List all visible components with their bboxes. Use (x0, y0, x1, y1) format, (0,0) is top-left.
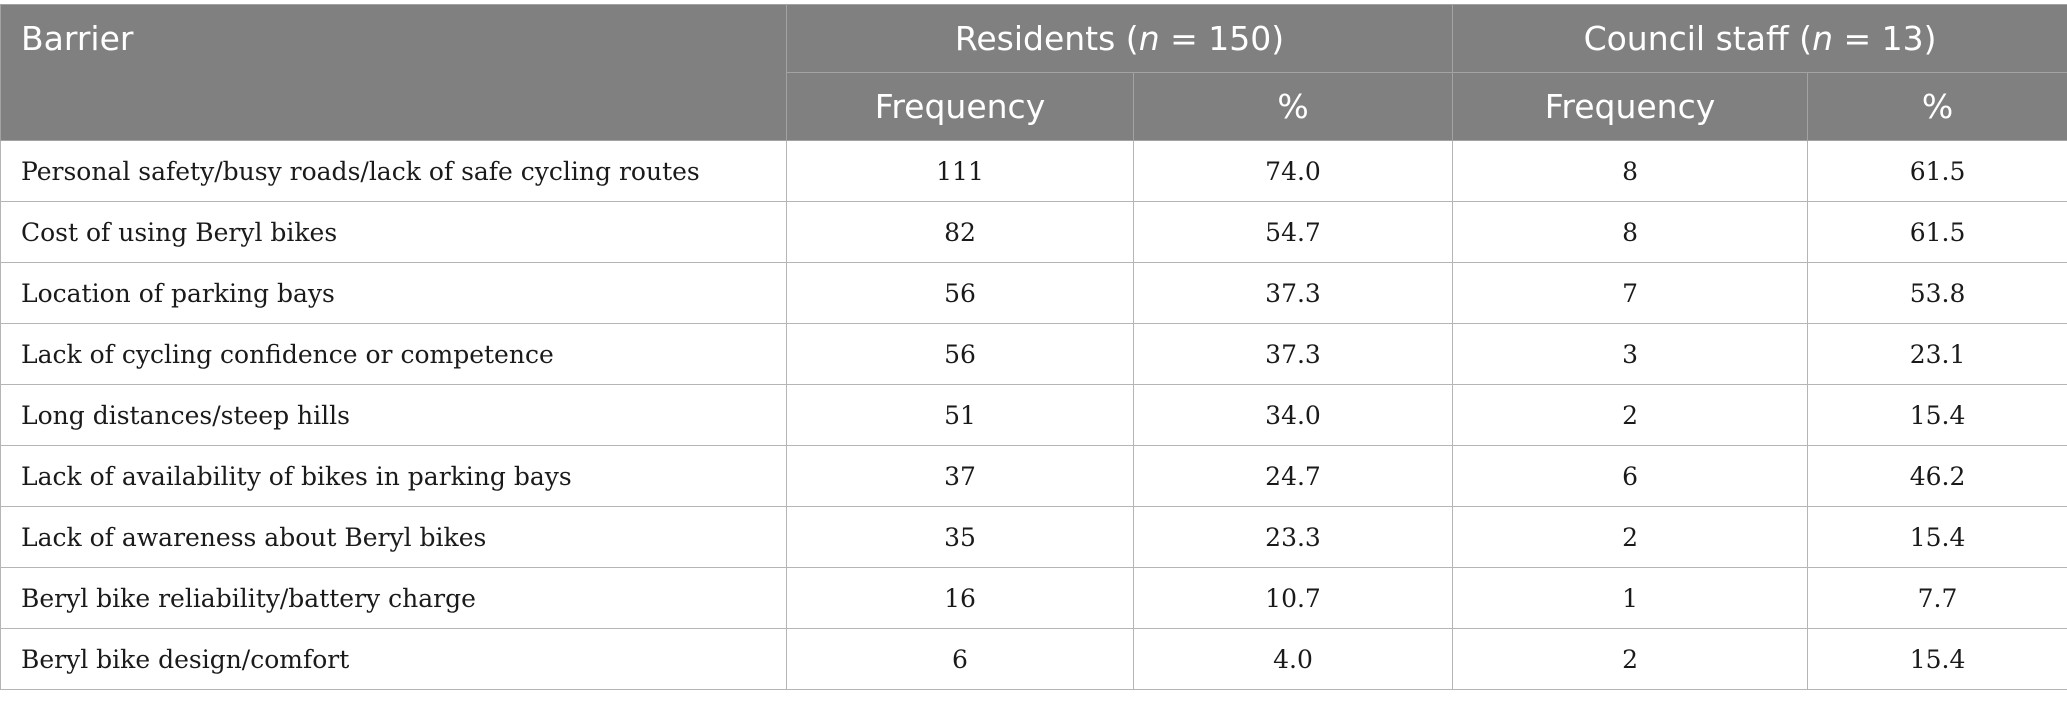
table-row: Lack of availability of bikes in parking… (0, 445, 2067, 507)
council-frequency-cell: 3 (1452, 323, 1809, 385)
table-row: Lack of cycling confidence or competence… (0, 323, 2067, 385)
table-row: Cost of using Beryl bikes 82 54.7 8 61.5 (0, 201, 2067, 263)
residents-percent-cell: 23.3 (1132, 506, 1454, 568)
barrier-cell: Long distances/steep hills (0, 384, 787, 446)
council-percent-cell: 15.4 (1807, 384, 2067, 446)
residents-percent-header: % (1132, 72, 1454, 141)
residents-frequency-header: Frequency (786, 72, 1134, 141)
council-frequency-cell: 2 (1452, 628, 1809, 690)
council-header-suffix: = 13) (1832, 19, 1937, 58)
council-percent-header: % (1807, 72, 2067, 141)
council-frequency-cell: 1 (1452, 567, 1809, 629)
residents-frequency-cell: 82 (786, 201, 1134, 263)
barrier-cell: Lack of awareness about Beryl bikes (0, 506, 787, 568)
table-body: Personal safety/busy roads/lack of safe … (0, 140, 2067, 690)
header-row-subcolumns: Frequency % Frequency % (1, 72, 2067, 141)
table-header: Barrier Residents (n = 150) Council staf… (0, 4, 2067, 141)
residents-frequency-cell: 6 (786, 628, 1134, 690)
residents-percent-cell: 54.7 (1132, 201, 1454, 263)
residents-header-prefix: Residents ( (954, 19, 1139, 58)
council-frequency-cell: 2 (1452, 384, 1809, 446)
council-percent-cell: 23.1 (1807, 323, 2067, 385)
table-row: Beryl bike design/comfort 6 4.0 2 15.4 (0, 628, 2067, 690)
residents-header-n: n (1138, 19, 1160, 58)
header-row-groups: Barrier Residents (n = 150) Council staf… (0, 4, 2067, 141)
residents-percent-cell: 37.3 (1132, 323, 1454, 385)
council-header-n: n (1812, 19, 1833, 58)
council-percent-cell: 61.5 (1807, 140, 2067, 202)
council-frequency-cell: 2 (1452, 506, 1809, 568)
residents-percent-cell: 4.0 (1132, 628, 1454, 690)
residents-frequency-cell: 35 (786, 506, 1134, 568)
barrier-cell: Lack of cycling confidence or competence (0, 323, 787, 385)
table-row: Long distances/steep hills 51 34.0 2 15.4 (0, 384, 2067, 446)
table-row: Beryl bike reliability/battery charge 16 1… (0, 567, 2067, 629)
residents-frequency-cell: 111 (786, 140, 1134, 202)
council-frequency-cell: 8 (1452, 201, 1809, 263)
council-header-prefix: Council staff ( (1583, 19, 1813, 58)
council-frequency-cell: 7 (1452, 262, 1809, 324)
council-percent-cell: 53.8 (1807, 262, 2067, 324)
barrier-cell: Personal safety/busy roads/lack of safe … (0, 140, 787, 202)
barrier-cell: Cost of using Beryl bikes (0, 201, 787, 263)
table-row: Lack of awareness about Beryl bikes 35 23.… (0, 506, 2067, 568)
council-percent-cell: 15.4 (1807, 506, 2067, 568)
council-percent-cell: 61.5 (1807, 201, 2067, 263)
barriers-table: Barrier Residents (n = 150) Council staf… (0, 4, 2067, 690)
residents-frequency-cell: 56 (786, 262, 1134, 324)
residents-percent-cell: 37.3 (1132, 262, 1454, 324)
residents-frequency-cell: 51 (786, 384, 1134, 446)
residents-frequency-cell: 56 (786, 323, 1134, 385)
council-percent-cell: 46.2 (1807, 445, 2067, 507)
barrier-cell: Beryl bike reliability/battery charge (0, 567, 787, 629)
barrier-cell: Location of parking bays (0, 262, 787, 324)
council-percent-cell: 7.7 (1807, 567, 2067, 629)
residents-percent-cell: 10.7 (1132, 567, 1454, 629)
council-frequency-cell: 8 (1452, 140, 1809, 202)
table-row: Location of parking bays 56 37.3 7 53.8 (0, 262, 2067, 324)
barrier-cell: Lack of availability of bikes in parking… (0, 445, 787, 507)
residents-header-suffix: = 150) (1159, 19, 1285, 58)
residents-group-header: Residents (n = 150) (785, 4, 1454, 73)
residents-percent-cell: 34.0 (1132, 384, 1454, 446)
barrier-cell: Beryl bike design/comfort (0, 628, 787, 690)
council-staff-group-header: Council staff (n = 13) (1452, 4, 2067, 73)
table-row: Personal safety/busy roads/lack of safe … (0, 140, 2067, 202)
residents-frequency-cell: 37 (786, 445, 1134, 507)
barrier-column-header: Barrier (0, 4, 787, 141)
residents-percent-cell: 74.0 (1132, 140, 1454, 202)
council-frequency-cell: 6 (1452, 445, 1809, 507)
residents-frequency-cell: 16 (786, 567, 1134, 629)
council-frequency-header: Frequency (1452, 72, 1809, 141)
residents-percent-cell: 24.7 (1132, 445, 1454, 507)
council-percent-cell: 15.4 (1807, 628, 2067, 690)
